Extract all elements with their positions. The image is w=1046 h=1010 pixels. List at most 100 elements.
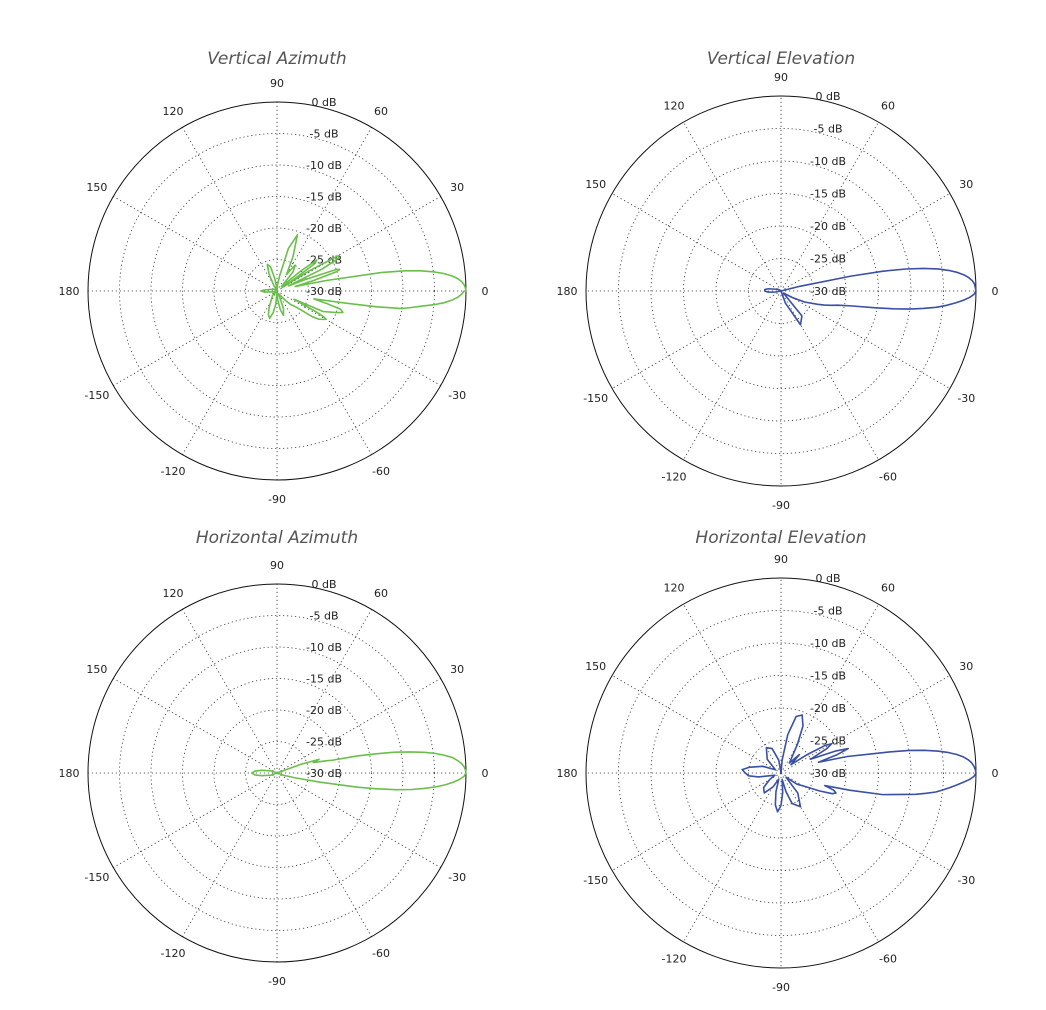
angle-tick-label: -150: [583, 874, 608, 887]
angle-tick-label: -30: [448, 871, 466, 884]
angle-tick-label: -150: [84, 871, 109, 884]
chart-title: Horizontal Azimuth: [196, 528, 358, 548]
grid-spoke: [276, 290, 372, 455]
angle-tick-label: -60: [372, 465, 390, 478]
angle-tick-label: -60: [879, 470, 897, 483]
radial-tick-label: -20 dB: [306, 222, 342, 235]
vertical-elevation-chart: Vertical Elevation 0 30 60 90 120 150 180 -150 -1…: [557, 49, 999, 512]
grid-spoke: [113, 196, 278, 292]
grid-spoke: [276, 772, 372, 937]
angle-tick-label: -120: [662, 470, 687, 483]
radial-tick-label: -15 dB: [306, 673, 342, 686]
radial-tick-label: 0 dB: [815, 572, 840, 585]
angle-tick-label: 120: [163, 105, 184, 118]
chart-title: Horizontal Elevation: [695, 528, 866, 548]
radial-tick-label: -30 dB: [306, 767, 342, 780]
grid-spoke: [113, 678, 278, 774]
angle-tick-label: 60: [881, 100, 895, 113]
pattern-trace: [741, 714, 977, 813]
grid-ring: [182, 678, 372, 868]
grid-spoke: [611, 290, 782, 389]
angle-tick-label: 120: [163, 587, 184, 600]
horizontal-elevation-chart: Horizontal Elevation 0 30 60 90 120 150 180 -150…: [557, 528, 999, 994]
grid-spoke: [611, 772, 782, 871]
angle-tick-label: -90: [772, 981, 790, 994]
radial-tick-label: -25 dB: [810, 253, 846, 266]
grid-ring: [245, 741, 309, 805]
radial-tick-label: -20 dB: [810, 220, 846, 233]
radial-tick-label: 0 dB: [311, 96, 336, 109]
radial-tick-label: -15 dB: [810, 670, 846, 683]
angle-tick-label: 180: [59, 285, 80, 298]
grid-spoke: [276, 678, 441, 774]
angle-tick-label: 120: [664, 100, 685, 113]
grid-spoke: [182, 290, 278, 455]
grid-spoke: [780, 121, 879, 292]
grid-spoke: [182, 609, 278, 774]
radial-tick-label: -30 dB: [306, 285, 342, 298]
grid-ring: [119, 133, 435, 449]
grid-ring: [245, 259, 309, 323]
grid-ring: [683, 675, 879, 871]
grid-spoke: [780, 772, 879, 943]
grid-spoke: [780, 193, 951, 292]
grid-spoke: [683, 772, 782, 943]
angle-tick-label: -60: [879, 952, 897, 965]
radial-tick-label: -5 dB: [814, 605, 843, 618]
radial-tick-label: -10 dB: [810, 637, 846, 650]
angle-tick-label: 120: [664, 582, 685, 595]
grid-ring: [119, 615, 435, 931]
angle-tick-label: 60: [881, 582, 895, 595]
angle-tick-label: 60: [374, 105, 388, 118]
radial-tick-label: 0 dB: [815, 90, 840, 103]
radial-tick-label: -30 dB: [810, 767, 846, 780]
angle-tick-label: 30: [450, 181, 464, 194]
grid-ring: [213, 709, 341, 837]
radial-tick-label: -10 dB: [306, 641, 342, 654]
pattern-trace: [251, 751, 467, 791]
grid-spoke: [182, 772, 278, 937]
angle-tick-label: -30: [957, 874, 975, 887]
radial-tick-label: -5 dB: [310, 610, 339, 623]
grid-spoke: [113, 290, 278, 386]
angle-tick-label: -30: [448, 389, 466, 402]
angle-tick-label: 30: [959, 178, 973, 191]
grid-spoke: [611, 193, 782, 292]
grid-ring: [683, 193, 879, 389]
chart-title: Vertical Elevation: [707, 49, 855, 69]
vertical-azimuth-chart: Vertical Azimuth 0 30 60 90 120 150 180 -150 -120…: [59, 49, 489, 506]
angle-tick-label: 150: [86, 181, 107, 194]
grid-spoke: [780, 772, 951, 871]
angle-tick-label: -90: [268, 975, 286, 988]
pattern-trace: [260, 233, 467, 321]
angle-tick-label: 0: [992, 767, 999, 780]
grid-ring: [182, 196, 372, 386]
angle-tick-label: 90: [270, 559, 284, 572]
grid-ring: [150, 164, 404, 418]
angle-tick-label: -90: [772, 499, 790, 512]
angle-tick-label: -150: [84, 389, 109, 402]
radial-tick-label: -5 dB: [814, 123, 843, 136]
grid-ring: [618, 128, 944, 454]
grid-ring: [650, 642, 912, 904]
grid-spoke: [611, 675, 782, 774]
radial-tick-label: -15 dB: [810, 188, 846, 201]
chart-title: Vertical Azimuth: [207, 49, 346, 69]
angle-tick-label: 150: [585, 178, 606, 191]
grid-spoke: [683, 121, 782, 292]
angle-tick-label: 90: [774, 71, 788, 84]
grid-spoke: [113, 772, 278, 868]
radial-tick-label: -15 dB: [306, 191, 342, 204]
angle-tick-label: 60: [374, 587, 388, 600]
grid-ring: [650, 160, 912, 422]
radial-tick-label: -10 dB: [810, 155, 846, 168]
grid-spoke: [780, 675, 951, 774]
radial-tick-label: -30 dB: [810, 285, 846, 298]
grid-spoke: [276, 196, 441, 292]
angle-tick-label: 90: [270, 77, 284, 90]
radial-tick-label: -25 dB: [306, 736, 342, 749]
angle-tick-label: 0: [482, 767, 489, 780]
grid-spoke: [683, 603, 782, 774]
angle-tick-label: 150: [585, 660, 606, 673]
